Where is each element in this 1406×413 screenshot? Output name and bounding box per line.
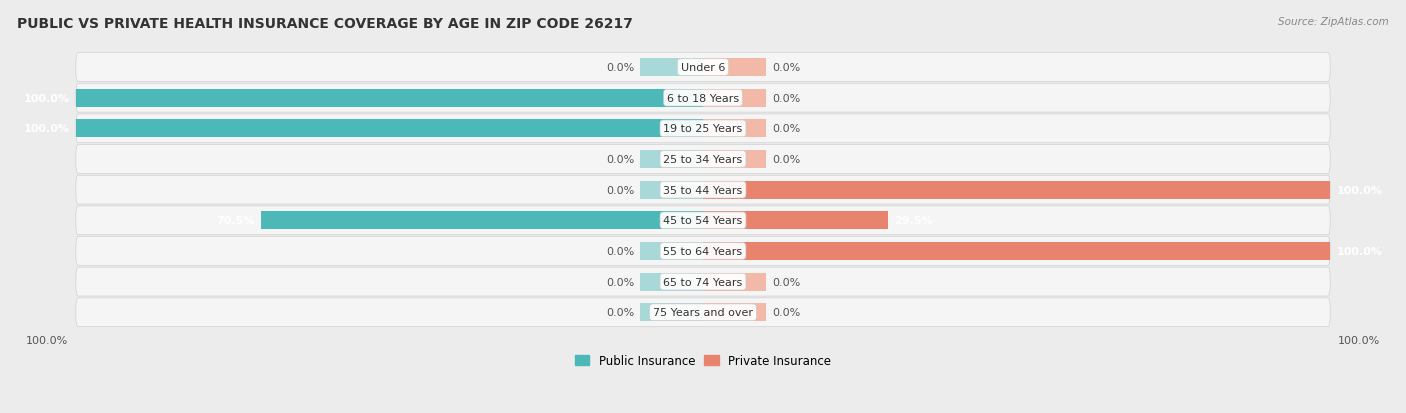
Text: 0.0%: 0.0% [606,277,634,287]
Bar [640,273,703,291]
Bar [703,242,1330,260]
Legend: Public Insurance, Private Insurance: Public Insurance, Private Insurance [571,350,835,372]
Text: 45 to 54 Years: 45 to 54 Years [664,216,742,226]
Text: 100.0%: 100.0% [1339,335,1381,345]
Text: 55 to 64 Years: 55 to 64 Years [664,247,742,256]
Bar [703,304,766,321]
Text: 70.5%: 70.5% [217,216,254,226]
Text: 19 to 25 Years: 19 to 25 Years [664,124,742,134]
Text: 35 to 44 Years: 35 to 44 Years [664,185,742,195]
Bar [703,181,1330,199]
Text: 0.0%: 0.0% [772,308,800,318]
Bar [703,90,766,107]
Text: 0.0%: 0.0% [606,247,634,256]
Text: 100.0%: 100.0% [24,93,69,103]
Bar [76,120,703,138]
Text: 65 to 74 Years: 65 to 74 Years [664,277,742,287]
Text: 6 to 18 Years: 6 to 18 Years [666,93,740,103]
Bar [640,304,703,321]
Bar [76,120,703,138]
Bar [262,212,703,230]
FancyBboxPatch shape [76,268,1330,296]
Bar [640,242,703,260]
Text: 100.0%: 100.0% [25,335,67,345]
Bar [262,212,703,230]
Bar [703,120,766,138]
Bar [640,151,703,169]
FancyBboxPatch shape [76,54,1330,82]
FancyBboxPatch shape [76,115,1330,143]
FancyBboxPatch shape [76,298,1330,327]
Text: 75 Years and over: 75 Years and over [652,308,754,318]
Bar [703,181,1330,199]
Text: 0.0%: 0.0% [606,185,634,195]
Text: Source: ZipAtlas.com: Source: ZipAtlas.com [1278,17,1389,26]
Bar [640,59,703,77]
Text: 0.0%: 0.0% [606,308,634,318]
Bar [703,151,766,169]
Text: 0.0%: 0.0% [772,63,800,73]
FancyBboxPatch shape [76,84,1330,113]
Bar [703,273,766,291]
Text: PUBLIC VS PRIVATE HEALTH INSURANCE COVERAGE BY AGE IN ZIP CODE 26217: PUBLIC VS PRIVATE HEALTH INSURANCE COVER… [17,17,633,31]
Text: Under 6: Under 6 [681,63,725,73]
Bar [703,212,889,230]
Text: 0.0%: 0.0% [606,154,634,165]
Text: 100.0%: 100.0% [1337,185,1382,195]
Text: 100.0%: 100.0% [24,124,69,134]
FancyBboxPatch shape [76,206,1330,235]
Bar [703,242,1330,260]
Text: 0.0%: 0.0% [606,63,634,73]
FancyBboxPatch shape [76,237,1330,266]
Text: 25 to 34 Years: 25 to 34 Years [664,154,742,165]
Bar [703,212,889,230]
FancyBboxPatch shape [76,176,1330,204]
Text: 29.5%: 29.5% [894,216,934,226]
Bar [640,181,703,199]
Bar [703,59,766,77]
Bar [76,90,703,107]
Text: 0.0%: 0.0% [772,93,800,103]
FancyBboxPatch shape [76,145,1330,174]
Text: 0.0%: 0.0% [772,277,800,287]
Bar [76,90,703,107]
Text: 0.0%: 0.0% [772,154,800,165]
Text: 100.0%: 100.0% [1337,247,1382,256]
Text: 0.0%: 0.0% [772,124,800,134]
